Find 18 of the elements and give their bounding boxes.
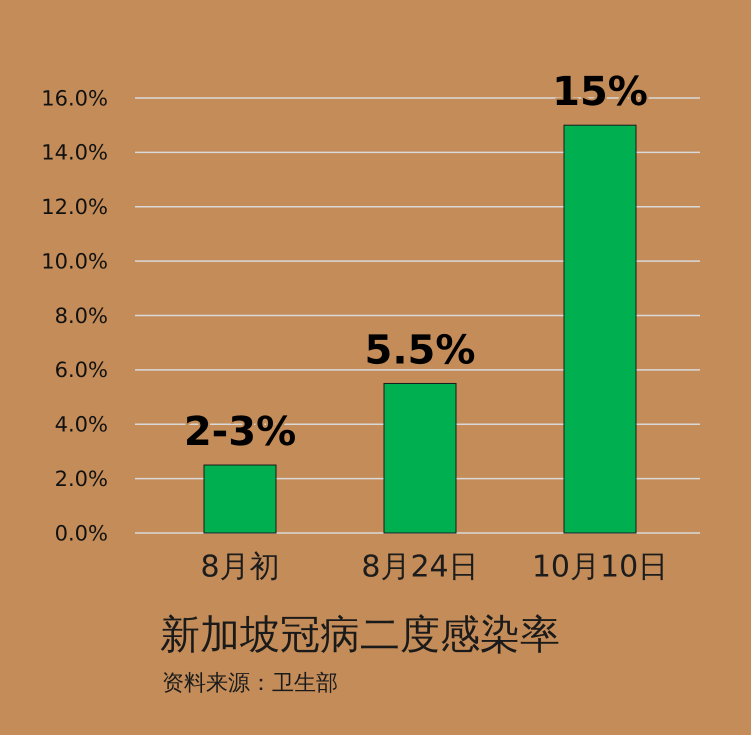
text: 新加坡冠病二度感染率 [160,612,560,658]
y-tick-label: 2.0% [54,466,108,491]
y-tick-label: 14.0% [41,140,108,165]
y-tick-label: 0.0% [54,521,108,546]
x-tick-label: 8月24日 [361,550,479,584]
y-tick-label: 12.0% [41,195,108,220]
data-label: 5.5% [364,327,476,374]
y-tick-label: 6.0% [54,358,108,382]
bar [384,382,456,534]
x-tick-label: 8月初 [200,550,280,584]
text: 资料来源：卫生部 [162,671,338,696]
x-tick-label: 10月10日 [532,550,668,584]
y-tick-label: 16.0% [41,86,108,110]
y-tick-label: 4.0% [54,412,108,437]
y-tick-label: 8.0% [54,304,108,328]
bar [204,464,276,534]
y-tick-label: 10.0% [41,249,108,274]
bar [564,124,636,534]
